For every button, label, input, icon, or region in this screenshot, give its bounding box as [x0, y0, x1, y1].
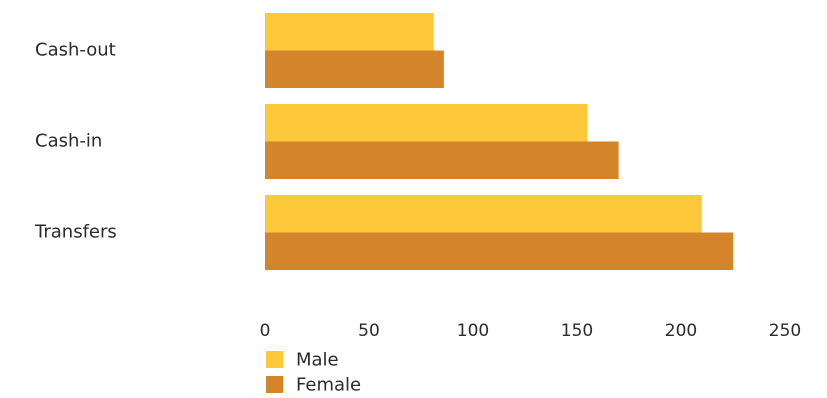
legend: Male Female	[266, 350, 361, 396]
bar-cash-out-male	[265, 13, 434, 51]
x-tick-label: 50	[358, 321, 380, 341]
x-tick-label: 250	[769, 321, 801, 341]
bar-transfers-female	[265, 232, 733, 270]
bar-cash-out-female	[265, 50, 444, 88]
bars-layer	[265, 13, 733, 270]
x-axis-ticks: 0 50 100 150 200 250	[260, 321, 802, 341]
category-label-cash-in: Cash-in	[35, 131, 102, 152]
category-labels: Cash-out Cash-in Transfers	[34, 40, 117, 243]
x-tick-label: 150	[561, 321, 593, 341]
bar-cash-in-male	[265, 104, 588, 142]
category-label-transfers: Transfers	[34, 222, 117, 243]
category-label-cash-out: Cash-out	[35, 40, 116, 61]
x-tick-label: 200	[665, 321, 697, 341]
legend-swatch-male	[266, 351, 283, 368]
bar-cash-in-female	[265, 141, 619, 179]
x-tick-label: 0	[260, 321, 271, 341]
legend-label-female: Female	[296, 375, 361, 396]
legend-label-male: Male	[296, 350, 339, 371]
x-tick-label: 100	[457, 321, 489, 341]
legend-swatch-female	[266, 376, 283, 393]
bar-transfers-male	[265, 195, 702, 233]
